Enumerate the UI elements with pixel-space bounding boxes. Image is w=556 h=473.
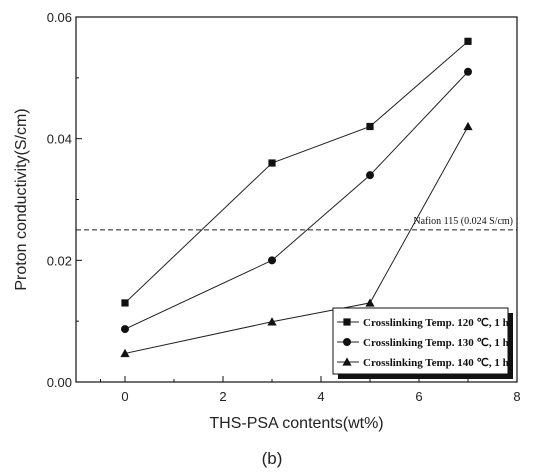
legend-entry-2: Crosslinking Temp. 130 ℃, 1 h bbox=[363, 337, 509, 349]
data-point-series-2 bbox=[121, 325, 129, 334]
data-point-series-3 bbox=[120, 348, 130, 358]
legend-entry-1: Crosslinking Temp. 120 ℃, 1 h bbox=[363, 317, 509, 329]
x-tick-label: 4 bbox=[317, 389, 324, 404]
data-point-series-1 bbox=[268, 159, 276, 167]
x-tick-label: 0 bbox=[121, 389, 128, 404]
data-point-series-2 bbox=[366, 171, 374, 180]
legend-marker bbox=[342, 357, 352, 366]
data-point-series-2 bbox=[464, 67, 472, 76]
legend-box bbox=[332, 307, 509, 375]
series-line-3 bbox=[124, 126, 469, 354]
data-point-series-1 bbox=[464, 37, 472, 45]
legend-entry-3: Crosslinking Temp. 140 ℃, 1 h bbox=[363, 357, 509, 369]
x-axis-label: THS-PSA contents(wt%) bbox=[209, 415, 383, 432]
series-line-1 bbox=[124, 40, 469, 304]
data-point-series-3 bbox=[463, 121, 473, 131]
data-point-series-1 bbox=[121, 299, 129, 307]
y-tick-label: 0.04 bbox=[47, 132, 72, 147]
reference-line-label: Nafion 115 (0.024 S/cm) bbox=[413, 216, 513, 227]
series-line-2 bbox=[124, 71, 469, 330]
x-tick-label: 8 bbox=[513, 389, 520, 404]
y-axis-label: Proton conductivity(S/cm) bbox=[13, 108, 30, 290]
data-point-series-3 bbox=[267, 317, 277, 326]
panel-label: (b) bbox=[262, 449, 283, 468]
y-tick-label: 0.06 bbox=[47, 10, 72, 25]
x-tick-label: 6 bbox=[415, 389, 422, 404]
x-tick-label: 2 bbox=[219, 389, 226, 404]
y-tick-label: 0.02 bbox=[47, 253, 72, 268]
data-point-series-3 bbox=[365, 298, 375, 307]
y-tick-label: 0.00 bbox=[47, 375, 72, 390]
legend-marker bbox=[343, 338, 351, 346]
data-point-series-2 bbox=[268, 256, 276, 265]
data-point-series-1 bbox=[366, 122, 374, 131]
legend-marker bbox=[343, 318, 351, 326]
